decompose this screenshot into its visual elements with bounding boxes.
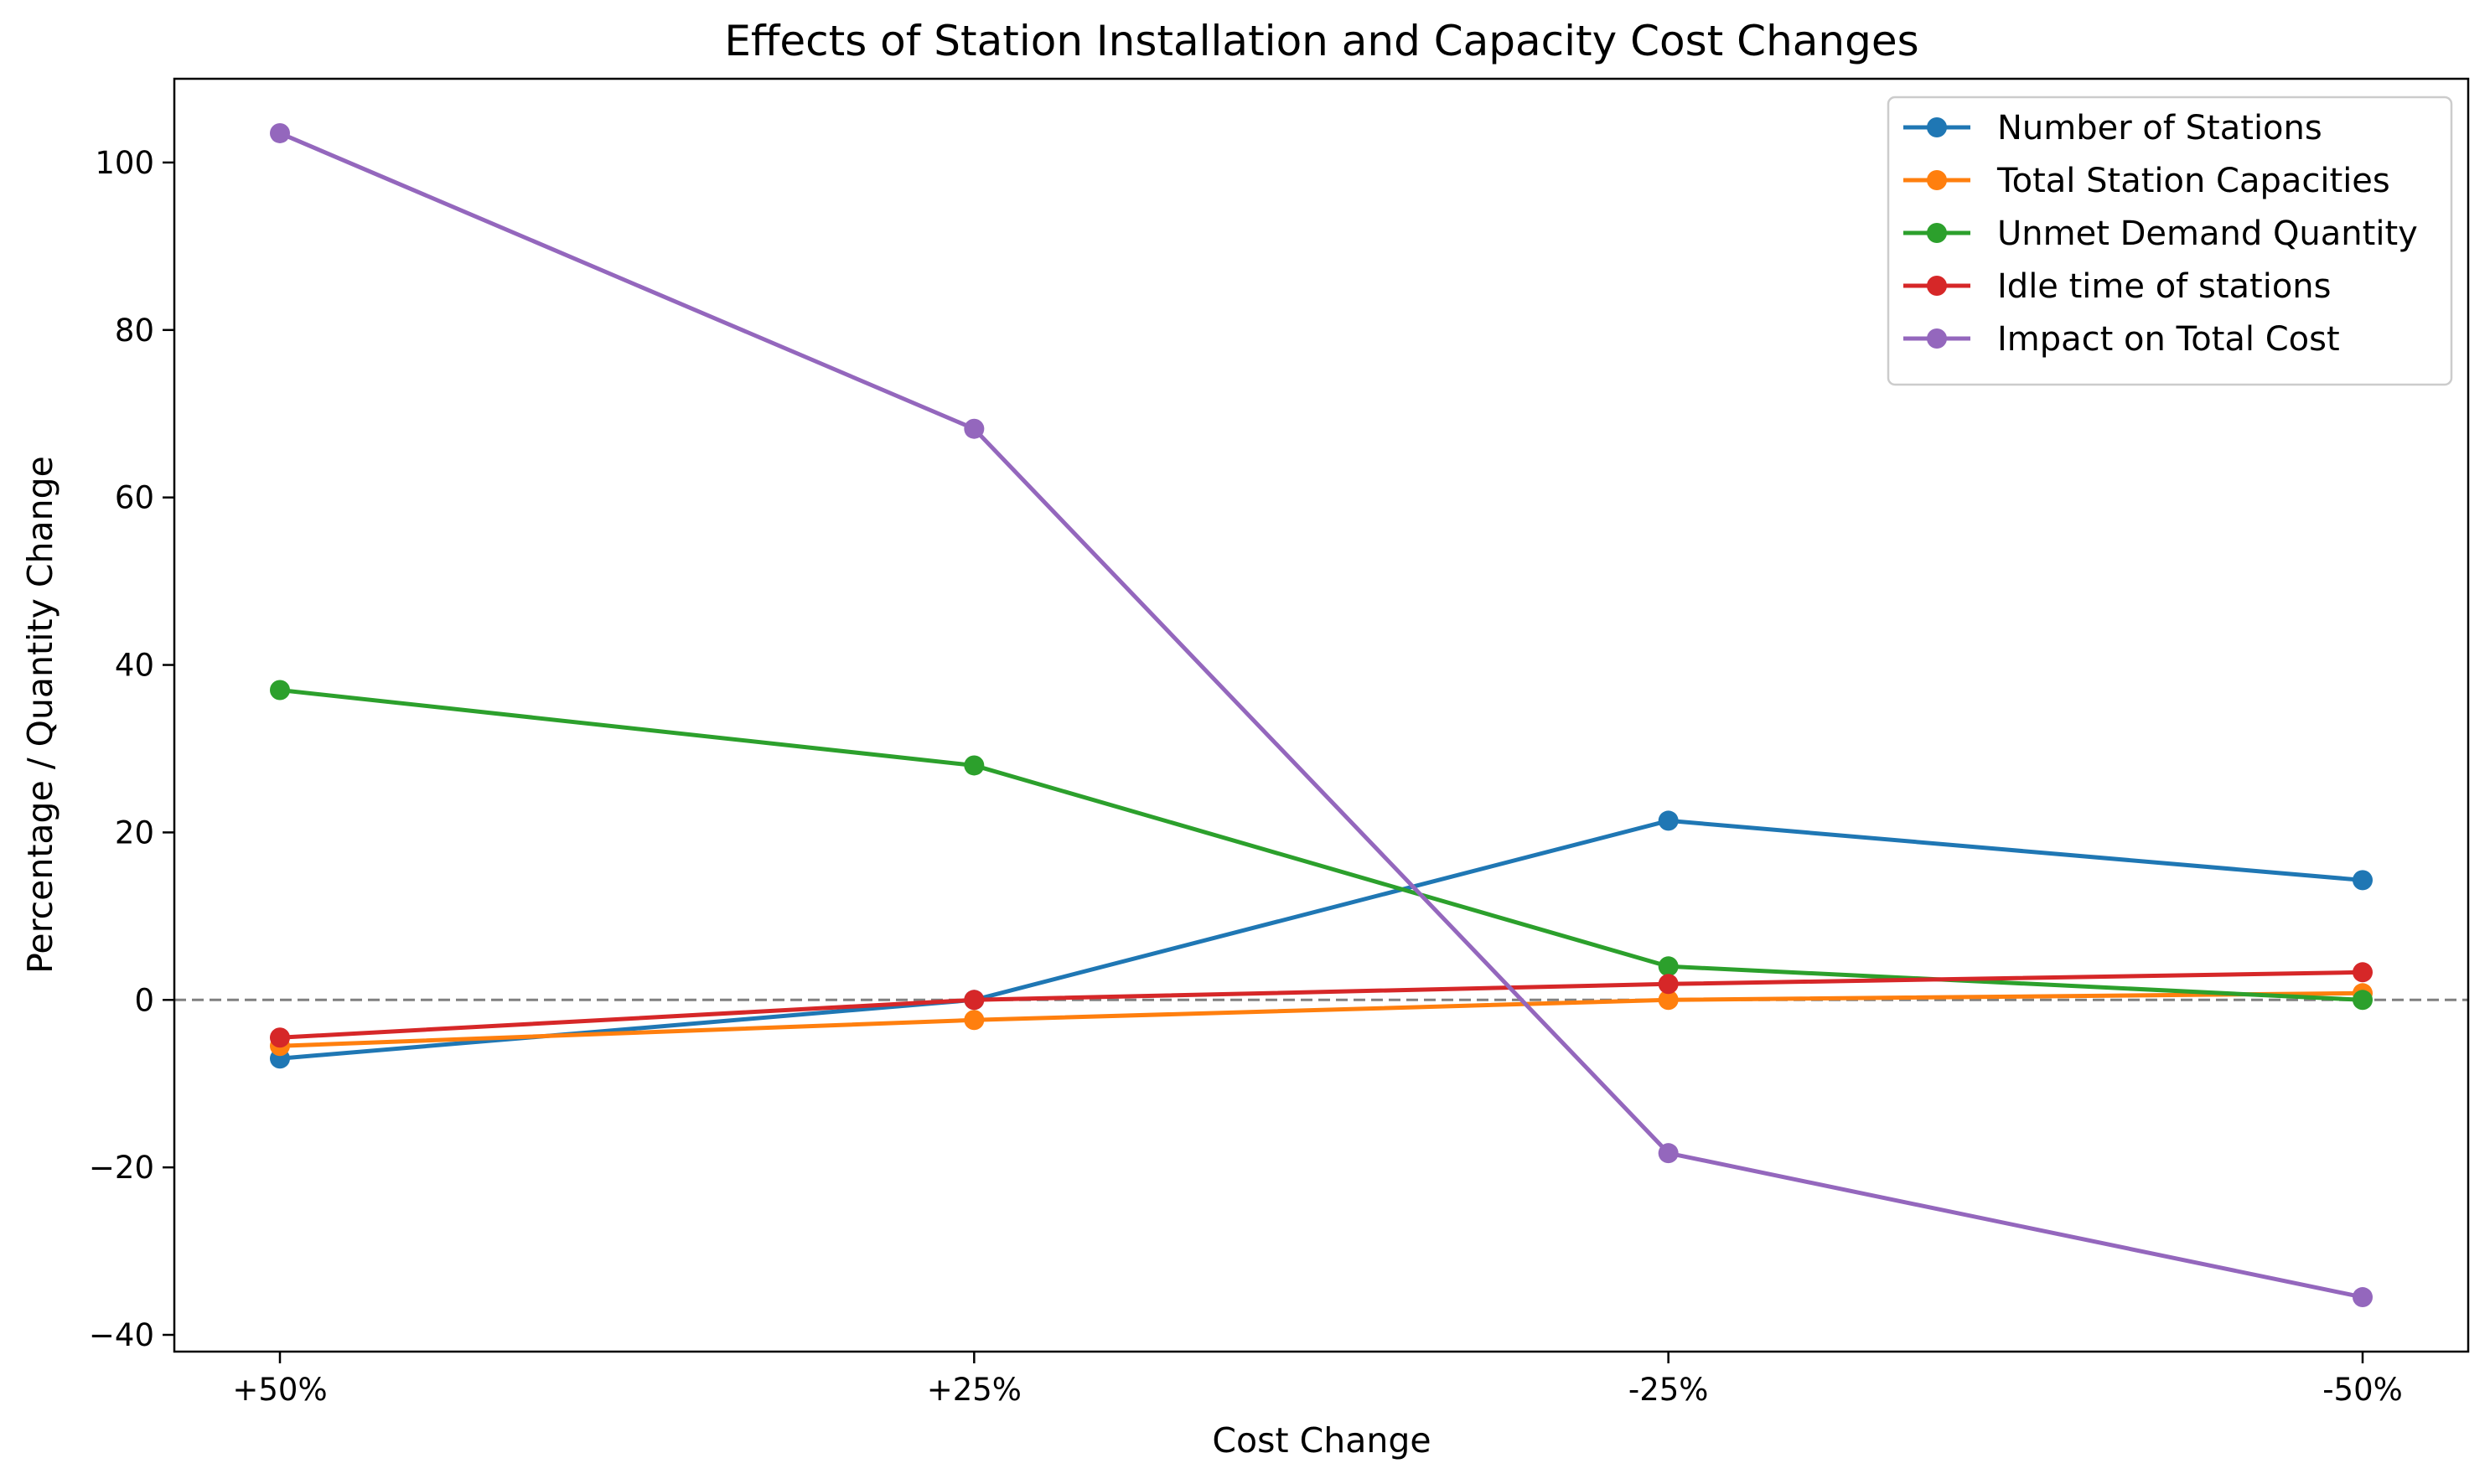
series-4 xyxy=(270,122,2373,1308)
legend-swatch-marker xyxy=(1927,117,1947,137)
data-point xyxy=(2353,990,2373,1011)
x-tick-label: +50% xyxy=(232,1372,327,1408)
y-tick-label: 0 xyxy=(134,982,154,1018)
data-point xyxy=(964,755,985,776)
legend-label: Idle time of stations xyxy=(1997,267,2331,306)
data-point xyxy=(2353,870,2373,891)
data-point xyxy=(270,122,290,143)
legend-swatch-marker xyxy=(1927,276,1947,296)
plot-frame xyxy=(173,77,2470,1353)
legend-item: Unmet Demand Quantity xyxy=(1903,215,2418,253)
data-point xyxy=(1658,974,1679,995)
series-line xyxy=(279,688,2363,1002)
series-line xyxy=(279,818,2363,1061)
y-tick-label: 40 xyxy=(115,648,154,684)
y-tick-label: 80 xyxy=(115,313,154,349)
data-point xyxy=(964,418,985,439)
series-line xyxy=(279,970,2363,1040)
legend-item: Number of Stations xyxy=(1903,109,2322,147)
x-tick-label: -25% xyxy=(1628,1372,1709,1408)
legend-item: Impact on Total Cost xyxy=(1903,320,2340,359)
legend-label: Number of Stations xyxy=(1997,109,2322,147)
x-axis: +50% +25% -25% -50% xyxy=(232,1352,2403,1408)
y-axis: −40 −20 0 20 40 60 80 100 xyxy=(89,145,174,1353)
data-point xyxy=(270,680,290,701)
chart-title: Effects of Station Installation and Capa… xyxy=(724,17,1918,65)
legend-label: Impact on Total Cost xyxy=(1997,320,2340,359)
legend-swatch-marker xyxy=(1927,223,1947,243)
legend-swatch-marker xyxy=(1927,328,1947,349)
data-point xyxy=(964,990,985,1011)
series-line xyxy=(279,131,2363,1300)
data-point xyxy=(2353,1287,2373,1308)
legend-swatch-marker xyxy=(1927,170,1947,190)
data-point xyxy=(1658,1143,1679,1164)
y-tick-label: −40 xyxy=(89,1317,154,1353)
x-tick-label: -50% xyxy=(2322,1372,2403,1408)
legend: Number of Stations Total Station Capaciti… xyxy=(1887,96,2453,386)
x-tick-label: +25% xyxy=(927,1372,1022,1408)
series-2 xyxy=(270,680,2373,1011)
y-tick-label: 20 xyxy=(115,814,154,851)
series-3 xyxy=(270,962,2373,1048)
y-axis-title: Percentage / Quantity Change xyxy=(20,456,60,974)
y-tick-label: −20 xyxy=(89,1150,154,1186)
legend-label: Unmet Demand Quantity xyxy=(1997,215,2418,253)
legend-item: Idle time of stations xyxy=(1903,267,2331,306)
data-point xyxy=(1658,990,1679,1011)
data-point xyxy=(1658,810,1679,831)
data-point xyxy=(1658,956,1679,977)
y-tick-label: 60 xyxy=(115,480,154,516)
legend-label: Total Station Capacities xyxy=(1996,162,2390,200)
legend-box xyxy=(1887,96,2453,386)
series-line xyxy=(279,990,2363,1048)
series-layer xyxy=(270,122,2373,1308)
data-point xyxy=(2353,962,2373,983)
data-point xyxy=(964,1010,985,1031)
legend-item: Total Station Capacities xyxy=(1903,162,2390,200)
y-tick-label: 100 xyxy=(95,145,154,181)
x-axis-title: Cost Change xyxy=(1212,1420,1431,1461)
data-point xyxy=(270,1027,290,1048)
